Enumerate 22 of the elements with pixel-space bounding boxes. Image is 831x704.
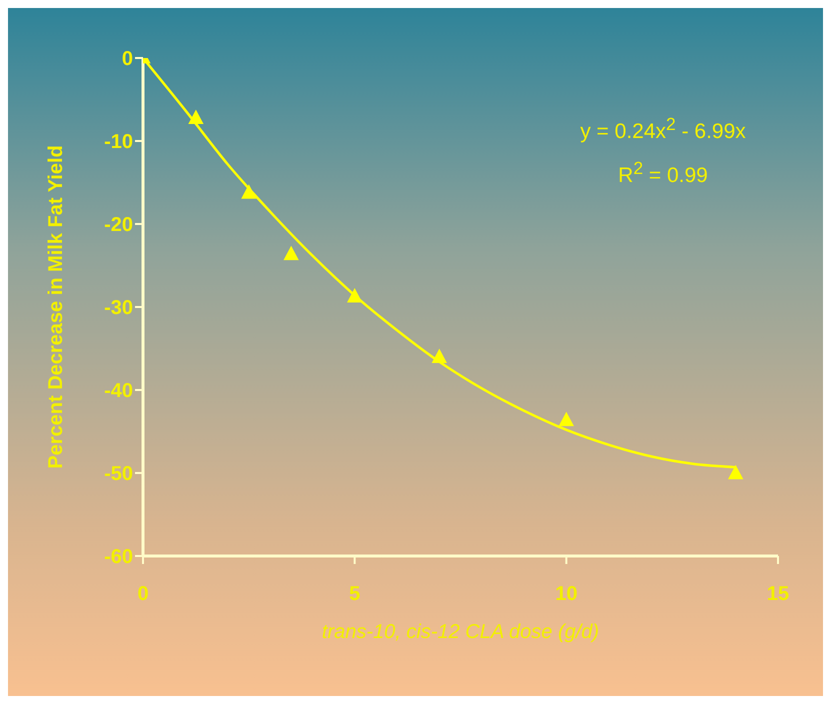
x-tick-label: 5 <box>349 583 360 606</box>
annotation: y = 0.24x$^{2}$ - 6.99x <box>579 113 747 145</box>
point <box>558 412 574 426</box>
point <box>347 288 362 302</box>
x-tick-label: 10 <box>555 583 578 606</box>
y-tick-label: -60 <box>104 546 133 568</box>
x-tick-label: 0 <box>137 583 149 606</box>
point <box>728 464 744 480</box>
point <box>432 348 447 364</box>
y-tick-label: -30 <box>104 297 133 320</box>
y-tick-label: -20 <box>104 214 133 236</box>
y-axis-title: Percent Decrease in Milk Fat Yield <box>45 145 68 469</box>
point <box>284 246 299 260</box>
y-tick-label: -10 <box>104 131 133 154</box>
annotation: R$^{2}$ = 0.99 <box>617 157 709 189</box>
point <box>188 110 204 124</box>
x-axis-title: trans-10, cis-12 CLA dose (g/d) <box>322 621 600 643</box>
x-tick-label: 15 <box>766 583 790 606</box>
y-tick-label: -50 <box>104 463 133 486</box>
y-tick-label: 0 <box>122 48 133 70</box>
y-tick-label: -40 <box>104 380 133 402</box>
point <box>241 184 256 199</box>
